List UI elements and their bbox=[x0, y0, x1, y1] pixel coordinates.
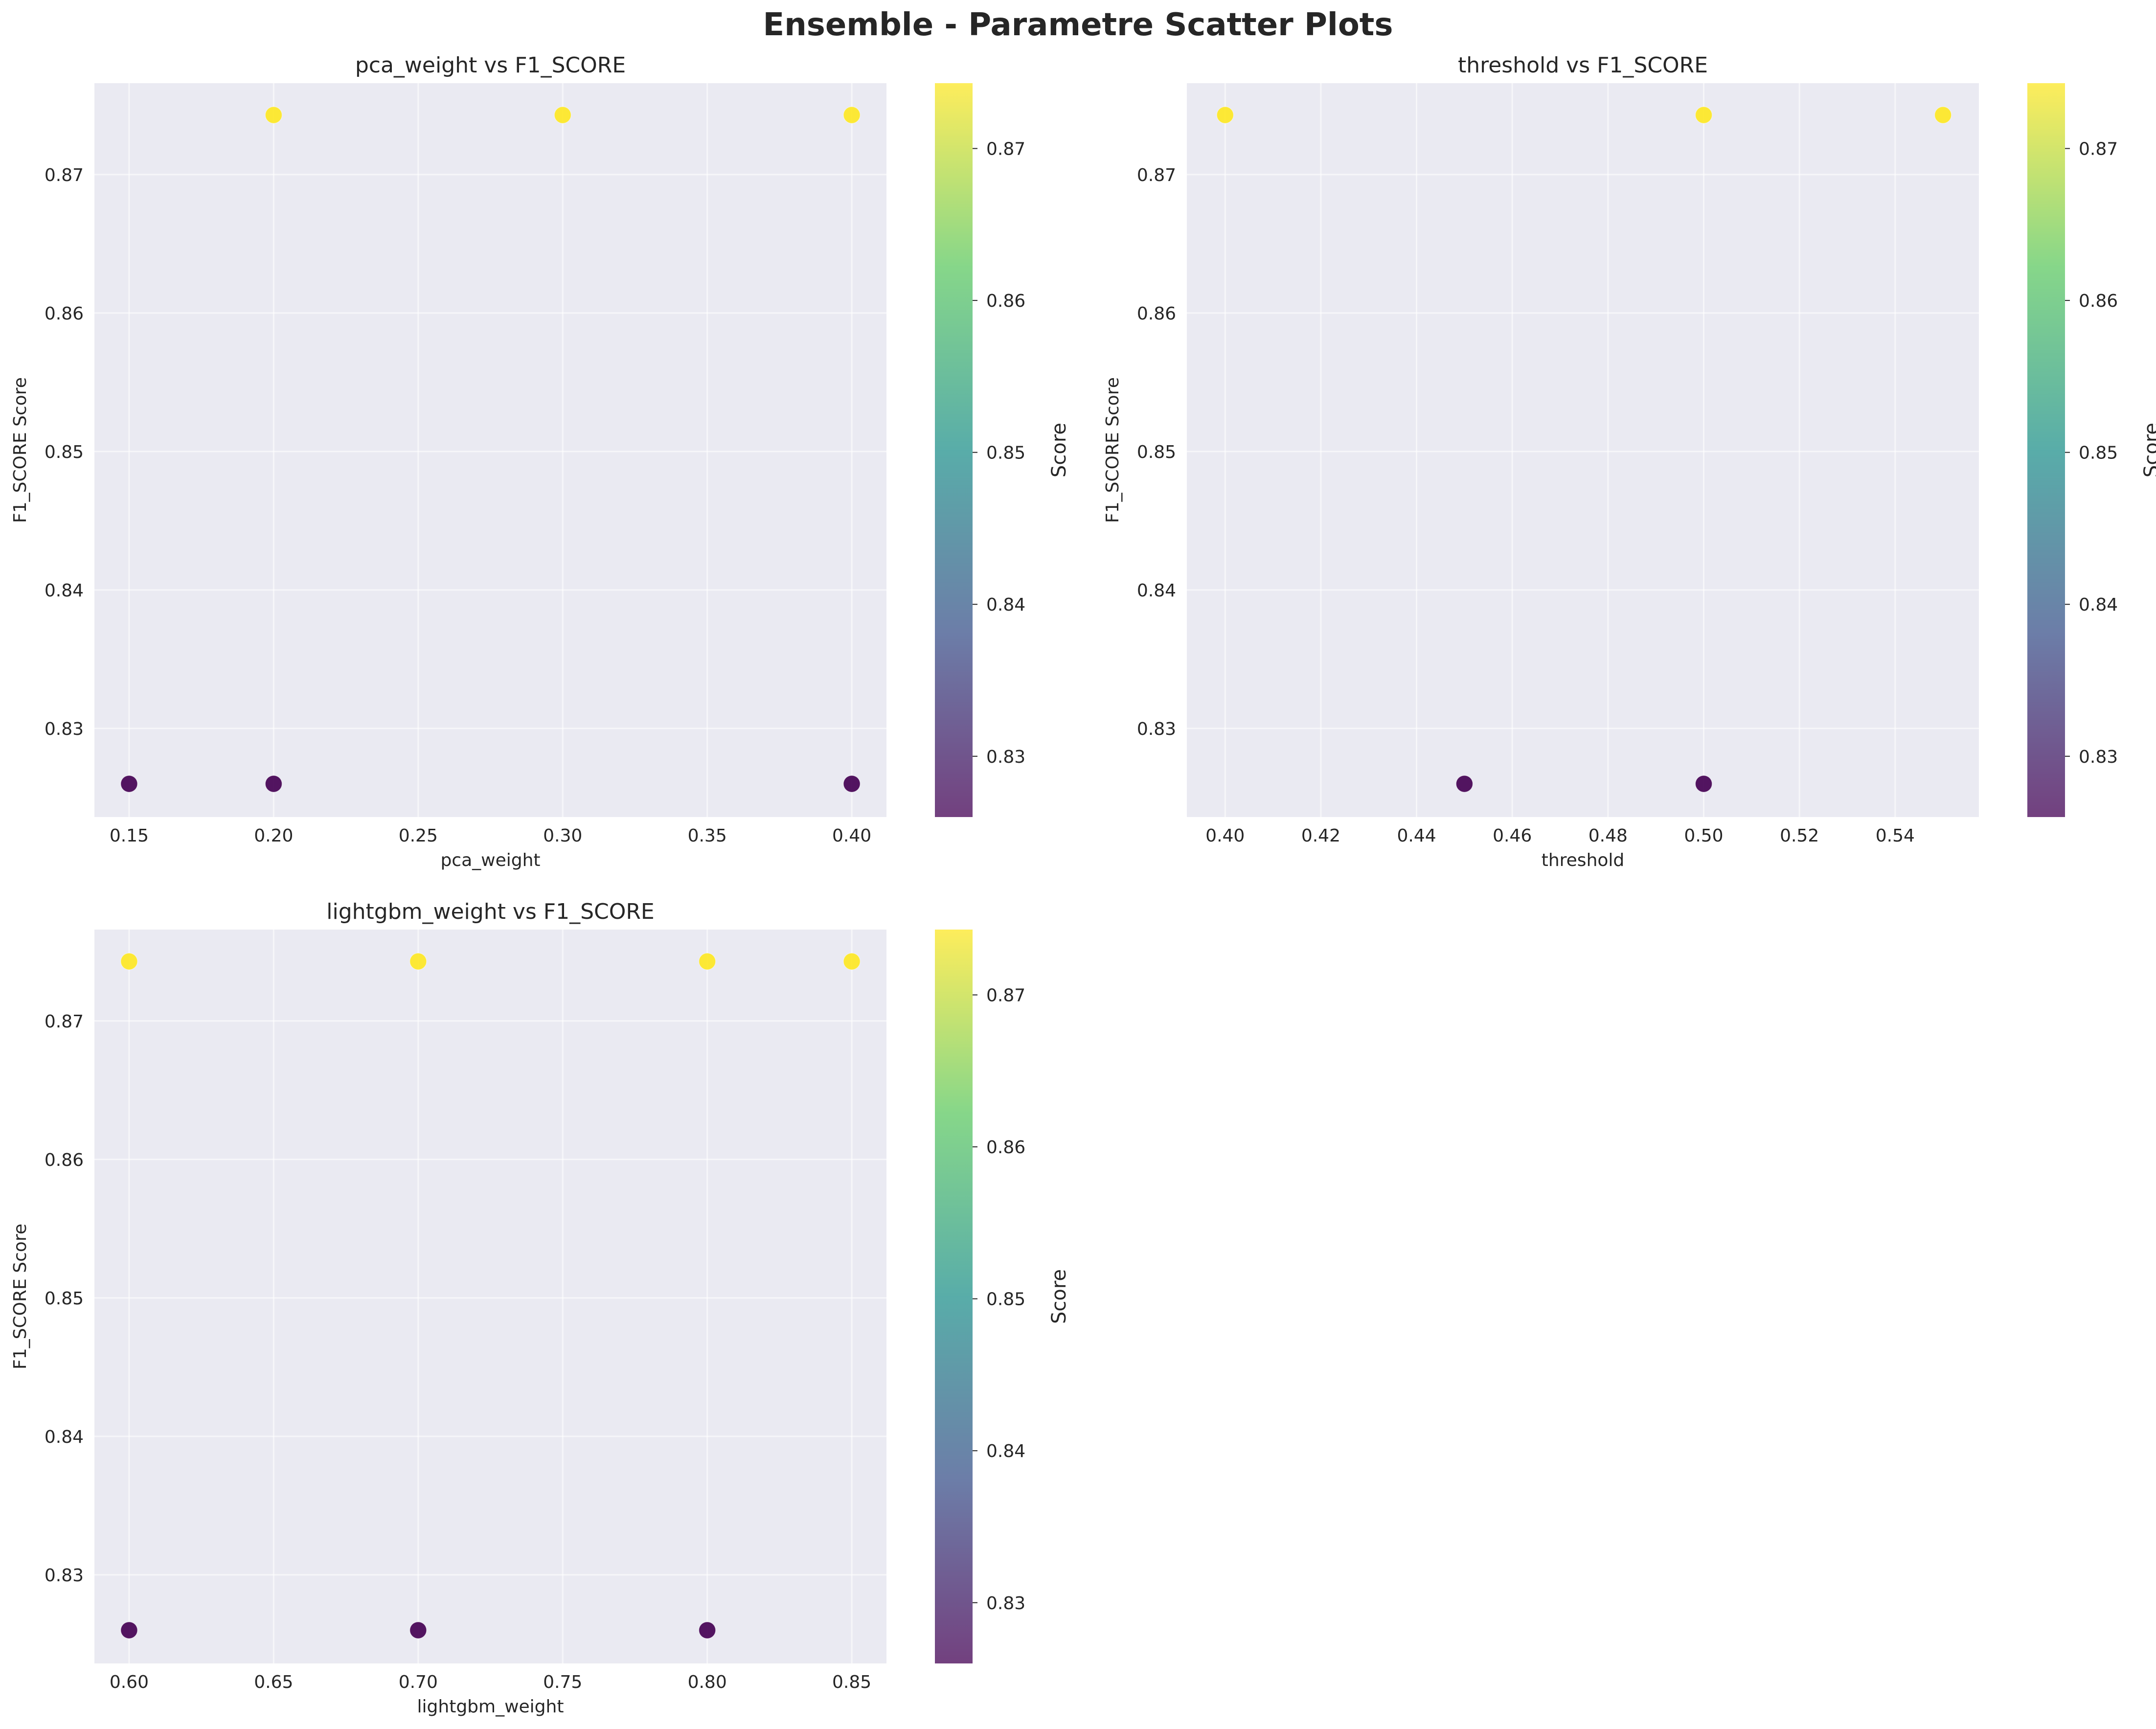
y-tick-label: 0.86 bbox=[45, 1150, 84, 1170]
x-tick-label: 0.65 bbox=[254, 1672, 293, 1692]
scatter-point bbox=[1455, 775, 1473, 793]
x-tick-label: 0.54 bbox=[1876, 826, 1915, 846]
x-tick-label: 0.85 bbox=[832, 1672, 871, 1692]
colorbar-tick-label: 0.86 bbox=[986, 1138, 1025, 1158]
y-tick-label: 0.83 bbox=[45, 719, 84, 739]
colorbar-tick-label: 0.84 bbox=[986, 595, 1025, 615]
colorbar-tick-label: 0.86 bbox=[2079, 291, 2118, 311]
colorbar-tick-label: 0.84 bbox=[2079, 595, 2118, 615]
scatter-point bbox=[843, 953, 861, 970]
plot-area-1 bbox=[94, 83, 886, 817]
y-tick-label: 0.85 bbox=[45, 1289, 84, 1309]
scatter-point bbox=[699, 953, 716, 970]
x-tick-label: 0.44 bbox=[1397, 826, 1436, 846]
x-tick-label: 0.30 bbox=[543, 826, 582, 846]
colorbar-tick-label: 0.85 bbox=[986, 1290, 1025, 1310]
y-tick-label: 0.84 bbox=[45, 581, 84, 601]
subplot-title: lightgbm_weight vs F1_SCORE bbox=[326, 899, 654, 924]
x-tick-label: 0.50 bbox=[1684, 826, 1723, 846]
x-tick-label: 0.20 bbox=[254, 826, 293, 846]
x-tick-label: 0.42 bbox=[1301, 826, 1340, 846]
colorbar bbox=[935, 930, 973, 1663]
x-tick-label: 0.75 bbox=[543, 1672, 582, 1692]
x-tick-label: 0.60 bbox=[110, 1672, 149, 1692]
scatter-point bbox=[120, 775, 138, 793]
scatter-point bbox=[120, 953, 138, 970]
y-tick-label: 0.87 bbox=[45, 165, 84, 185]
scatter-point bbox=[699, 1621, 716, 1639]
y-tick-label: 0.83 bbox=[45, 1566, 84, 1586]
colorbar-tick-label: 0.87 bbox=[986, 139, 1025, 159]
x-tick-label: 0.35 bbox=[688, 826, 727, 846]
colorbar bbox=[2027, 83, 2065, 817]
x-axis-label: threshold bbox=[1542, 850, 1625, 870]
y-tick-label: 0.84 bbox=[45, 1427, 84, 1447]
colorbar-tick-label: 0.83 bbox=[2079, 747, 2118, 767]
y-tick-label: 0.84 bbox=[1137, 581, 1176, 601]
colorbar-tick-label: 0.87 bbox=[2079, 139, 2118, 159]
colorbar-tick-label: 0.84 bbox=[986, 1441, 1025, 1461]
scatter-point bbox=[265, 775, 282, 793]
x-tick-label: 0.80 bbox=[688, 1672, 727, 1692]
scatter-point bbox=[120, 1621, 138, 1639]
x-tick-label: 0.25 bbox=[399, 826, 438, 846]
plot-area-3 bbox=[94, 930, 886, 1663]
y-tick-label: 0.85 bbox=[1137, 442, 1176, 462]
colorbar-label: Score bbox=[2140, 423, 2156, 478]
scatter-point bbox=[554, 106, 571, 124]
colorbar-label: Score bbox=[1048, 423, 1070, 478]
scatter-point bbox=[1695, 775, 1713, 793]
scatter-point bbox=[265, 106, 282, 124]
x-tick-label: 0.46 bbox=[1493, 826, 1532, 846]
colorbar-label: Score bbox=[1048, 1269, 1070, 1324]
x-tick-label: 0.40 bbox=[1205, 826, 1245, 846]
y-axis-label: F1_SCORE Score bbox=[10, 1224, 30, 1369]
y-tick-label: 0.85 bbox=[45, 442, 84, 462]
colorbar-tick-label: 0.83 bbox=[986, 747, 1025, 767]
subplot-title: pca_weight vs F1_SCORE bbox=[355, 53, 626, 78]
scatter-point bbox=[1216, 106, 1234, 124]
subplot-title: threshold vs F1_SCORE bbox=[1458, 53, 1708, 78]
x-tick-label: 0.48 bbox=[1589, 826, 1628, 846]
colorbar-tick-label: 0.87 bbox=[986, 986, 1025, 1006]
x-tick-label: 0.40 bbox=[832, 826, 871, 846]
scatter-point bbox=[843, 775, 861, 793]
x-tick-label: 0.70 bbox=[399, 1672, 438, 1692]
colorbar-tick-label: 0.85 bbox=[986, 443, 1025, 463]
y-tick-label: 0.86 bbox=[1137, 304, 1176, 324]
scatter-point bbox=[409, 1621, 427, 1639]
x-tick-label: 0.15 bbox=[110, 826, 149, 846]
y-tick-label: 0.83 bbox=[1137, 719, 1176, 739]
x-axis-label: pca_weight bbox=[440, 850, 540, 870]
plot-area-2 bbox=[1187, 83, 1979, 817]
y-tick-label: 0.87 bbox=[1137, 165, 1176, 185]
y-tick-label: 0.87 bbox=[45, 1012, 84, 1032]
scatter-point bbox=[843, 106, 861, 124]
scatter-point bbox=[1934, 106, 1952, 124]
figure-title: Ensemble - Parametre Scatter Plots bbox=[763, 7, 1393, 43]
colorbar bbox=[935, 83, 973, 817]
y-axis-label: F1_SCORE Score bbox=[10, 377, 30, 523]
y-axis-label: F1_SCORE Score bbox=[1103, 377, 1123, 523]
x-tick-label: 0.52 bbox=[1780, 826, 1819, 846]
colorbar-tick-label: 0.83 bbox=[986, 1593, 1025, 1614]
y-tick-label: 0.86 bbox=[45, 304, 84, 324]
scatter-point bbox=[1695, 106, 1713, 124]
scatter-point bbox=[409, 953, 427, 970]
colorbar-tick-label: 0.85 bbox=[2079, 443, 2118, 463]
x-axis-label: lightgbm_weight bbox=[417, 1697, 564, 1717]
colorbar-tick-label: 0.86 bbox=[986, 291, 1025, 311]
